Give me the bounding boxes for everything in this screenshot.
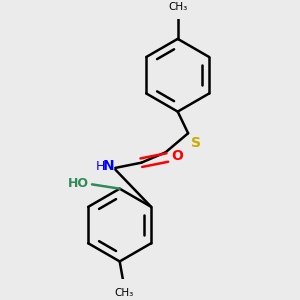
Text: N: N (103, 159, 115, 173)
Text: S: S (191, 136, 201, 150)
Text: CH₃: CH₃ (114, 288, 134, 298)
Text: O: O (172, 149, 184, 163)
Text: CH₃: CH₃ (168, 2, 187, 12)
Text: H: H (96, 160, 105, 173)
Text: HO: HO (68, 177, 88, 190)
